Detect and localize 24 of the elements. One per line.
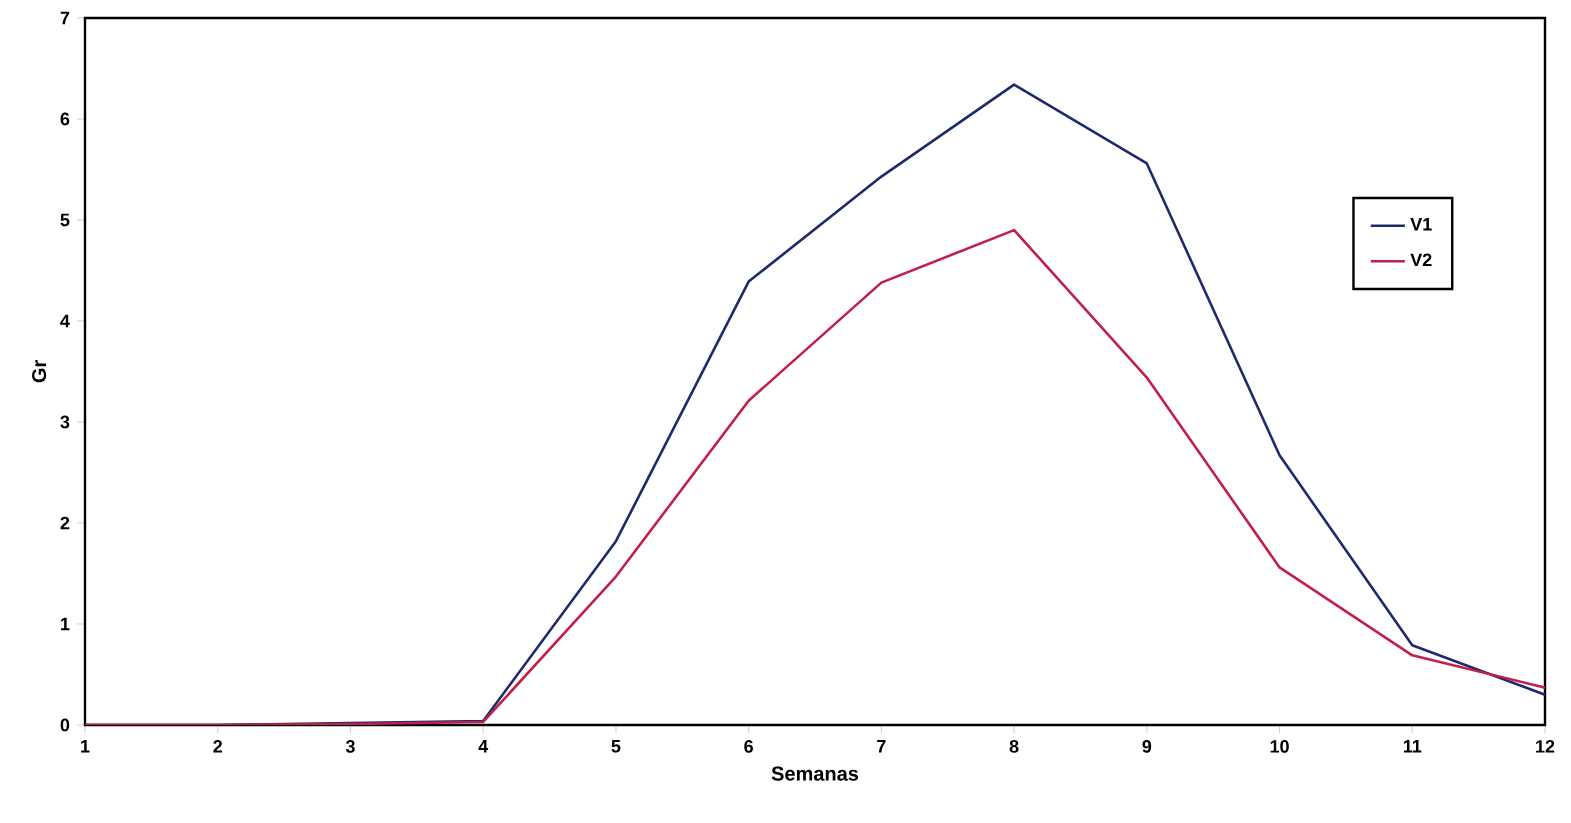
- legend-label: V1: [1410, 218, 1432, 231]
- y-tick-label: 5: [60, 213, 70, 227]
- y-tick-label: 2: [60, 516, 70, 530]
- y-axis-title: Gr: [32, 360, 47, 383]
- x-tick-label: 8: [1009, 740, 1019, 753]
- x-tick-label: 5: [611, 740, 621, 753]
- x-tick-label: 12: [1536, 740, 1555, 753]
- x-axis-title: Semanas: [771, 766, 859, 781]
- x-tick-label: 4: [478, 740, 489, 753]
- x-tick-label: 10: [1270, 740, 1289, 753]
- y-tick-label: 7: [60, 11, 70, 25]
- legend-label: V2: [1410, 253, 1432, 267]
- x-tick-label: 1: [81, 740, 90, 753]
- y-tick-label: 3: [60, 415, 70, 429]
- x-tick-label: 6: [744, 740, 753, 753]
- x-tick-label: 3: [345, 740, 355, 753]
- x-tick-label: 7: [877, 740, 886, 753]
- x-tick-label: 11: [1403, 740, 1422, 753]
- y-tick-label: 1: [61, 617, 70, 631]
- y-tick-label: 6: [60, 112, 70, 126]
- y-tick-label: 4: [60, 314, 70, 328]
- y-tick-label: 0: [60, 718, 70, 732]
- x-tick-label: 2: [213, 740, 223, 753]
- x-tick-label: 9: [1142, 740, 1152, 753]
